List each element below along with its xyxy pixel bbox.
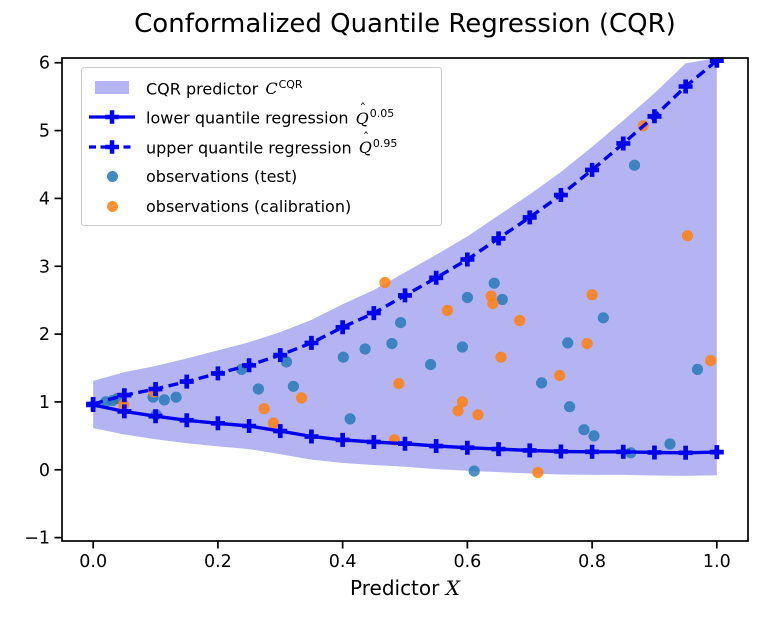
- scatter-point: [597, 312, 609, 324]
- scatter-point: [395, 317, 407, 329]
- y-tick-label: 5: [39, 122, 50, 142]
- scatter-point: [344, 413, 356, 425]
- x-tick-label: 0.0: [79, 552, 107, 572]
- x-tick-label: 0.8: [578, 552, 606, 572]
- band-swatch: [95, 81, 129, 95]
- scatter-point: [468, 465, 480, 477]
- x-tick-label: 0.2: [204, 552, 232, 572]
- scatter-point: [452, 405, 464, 417]
- scatter-point: [359, 343, 371, 355]
- legend: CQR predictor CCQR lower quantile regress…: [81, 67, 442, 226]
- scatter-point: [441, 304, 453, 316]
- scatter-point: [514, 314, 526, 327]
- scatter-point: [456, 341, 468, 353]
- calibration-dot-swatch: [88, 200, 136, 212]
- axes-spines: [61, 57, 749, 542]
- y-tick-label: 1: [39, 393, 50, 413]
- legend-item-label: observations (test): [146, 167, 298, 187]
- solid-line-plus-icon: [88, 109, 136, 125]
- legend-item-0: CQR predictor CCQR: [82, 73, 441, 103]
- scatter-point: [586, 289, 598, 301]
- scatter-point: [581, 338, 593, 350]
- legend-item-label: upper quantile regression Q ˆ 0.95: [146, 131, 398, 158]
- legend-item-label: observations (calibration): [146, 196, 352, 216]
- scatter-point: [554, 369, 566, 382]
- scatter-point: [337, 351, 349, 363]
- scatter-point: [170, 391, 182, 403]
- scatter-point: [393, 378, 405, 390]
- scatter-point: [287, 380, 299, 392]
- y-tick-label: 4: [39, 189, 50, 209]
- test-dot-icon: [106, 171, 118, 183]
- x-tick-label: 1.0: [703, 552, 731, 572]
- scatter-point: [461, 291, 473, 304]
- scatter-point: [379, 276, 391, 289]
- lower-quantile-markers: [86, 398, 724, 460]
- scatter-point: [691, 363, 704, 375]
- scatter-point: [532, 466, 544, 479]
- calibration-dot-icon: [106, 200, 118, 212]
- scatter-point: [564, 401, 576, 413]
- x-axis-label-variable: X: [445, 576, 460, 600]
- scatter-point: [472, 409, 484, 421]
- test-observations-points: [100, 159, 704, 477]
- x-tick-label: 0.4: [329, 552, 357, 572]
- dashed-line-plus-icon: [88, 139, 136, 155]
- legend-item-4: observations (calibration): [82, 191, 441, 221]
- legend-item-2: upper quantile regression Q ˆ 0.95: [82, 131, 441, 162]
- scatter-point: [386, 338, 398, 350]
- scatter-point: [487, 298, 499, 310]
- scatter-point: [488, 277, 500, 289]
- scatter-point: [496, 293, 508, 306]
- scatter-point: [158, 394, 170, 406]
- scatter-point: [705, 355, 717, 367]
- legend-item-label: lower quantile regression Q ˆ 0.05: [146, 101, 395, 128]
- scatter-point: [681, 230, 694, 242]
- legend-item-label: CQR predictor CCQR: [146, 77, 303, 98]
- y-tick-label: 2: [39, 325, 50, 345]
- test-dot-swatch: [88, 171, 136, 183]
- scatter-point: [578, 424, 590, 436]
- legend-item-1: lower quantile regression Q ˆ 0.05: [82, 101, 441, 133]
- scatter-point: [456, 396, 468, 408]
- scatter-point: [280, 356, 293, 368]
- scatter-point: [536, 377, 548, 389]
- scatter-point: [664, 438, 676, 450]
- scatter-point: [628, 159, 641, 171]
- scatter-point: [495, 351, 507, 363]
- scatter-point: [425, 359, 437, 371]
- y-tick-label: −1: [24, 529, 50, 549]
- scatter-point: [252, 383, 264, 395]
- y-tick-label: 0: [39, 461, 50, 481]
- axis-ticks: 0.0 0.2 0.4 0.6 0.8 1.0 −1 0 1 2 3 4 5 6: [24, 54, 731, 572]
- scatter-point: [562, 337, 574, 349]
- x-axis-label-text: Predictor: [350, 576, 446, 600]
- y-tick-label: 3: [39, 257, 50, 277]
- x-tick-label: 0.6: [453, 552, 481, 572]
- band-swatch-icon: [88, 81, 136, 95]
- legend-item-3: observations (test): [82, 162, 441, 192]
- scatter-point: [295, 392, 308, 404]
- x-axis-label: Predictor X: [62, 576, 748, 600]
- scatter-point: [588, 430, 600, 442]
- scatter-point: [267, 417, 279, 429]
- y-tick-label: 6: [39, 54, 50, 74]
- chart-title: Conformalized Quantile Regression (CQR): [134, 9, 676, 39]
- scatter-point: [258, 403, 270, 415]
